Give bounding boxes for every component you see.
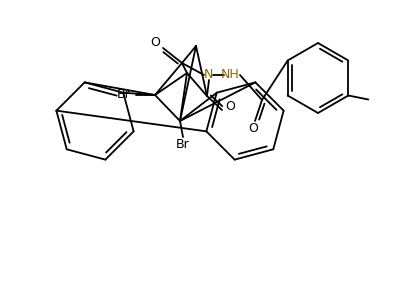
Text: N: N: [203, 69, 213, 81]
Text: O: O: [225, 100, 235, 113]
Text: Br: Br: [176, 139, 190, 151]
Text: NH: NH: [220, 69, 239, 81]
Text: O: O: [150, 35, 160, 49]
Text: Br: Br: [116, 88, 130, 101]
Text: O: O: [248, 122, 258, 135]
